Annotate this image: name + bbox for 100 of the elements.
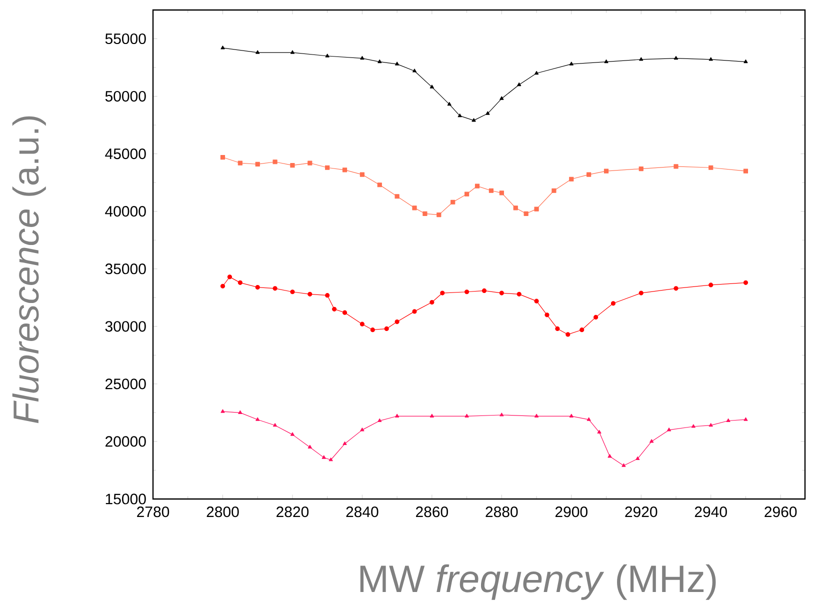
point: [597, 430, 602, 434]
point: [586, 172, 592, 177]
point: [500, 96, 504, 100]
point: [743, 168, 748, 174]
point: [272, 286, 278, 291]
point: [436, 212, 442, 218]
point: [220, 284, 226, 288]
x-tick-label: 2880: [486, 506, 518, 518]
y-axis-title: Fluorescence (a.u.): [12, 116, 46, 424]
point: [290, 432, 294, 436]
point: [227, 274, 232, 280]
point: [308, 160, 312, 166]
point: [464, 192, 470, 196]
point: [674, 286, 678, 291]
point: [534, 414, 539, 418]
x-tick-label: 2780: [137, 506, 170, 518]
point: [744, 417, 748, 421]
point: [322, 455, 326, 459]
point: [499, 290, 504, 296]
point: [238, 160, 242, 166]
y-tick-label: 25000: [106, 378, 146, 390]
point: [604, 59, 608, 64]
x-tick-label: 2940: [694, 506, 727, 518]
point: [360, 428, 364, 432]
point: [360, 56, 364, 60]
point: [450, 200, 456, 204]
point: [691, 424, 696, 428]
point: [674, 164, 678, 169]
point: [394, 194, 400, 199]
point: [534, 206, 539, 212]
point: [569, 62, 574, 66]
y-tick-label: 55000: [105, 33, 146, 44]
point: [384, 326, 389, 331]
point: [726, 418, 730, 422]
point: [325, 54, 330, 58]
point: [516, 292, 522, 296]
point: [430, 414, 434, 418]
point: [370, 328, 375, 332]
point: [555, 326, 560, 331]
point: [650, 439, 654, 443]
point: [290, 50, 294, 54]
x-tick-label: 2820: [276, 506, 309, 518]
point: [412, 206, 417, 210]
point: [412, 68, 417, 72]
point: [272, 160, 278, 164]
point: [566, 332, 570, 337]
point: [743, 280, 748, 285]
point: [464, 414, 469, 418]
point: [394, 319, 400, 324]
y-tick-label: 15000: [106, 494, 146, 504]
point: [486, 111, 490, 115]
point: [534, 298, 539, 304]
point: [412, 309, 417, 314]
point: [422, 211, 428, 216]
point: [544, 312, 550, 318]
point: [290, 290, 295, 294]
point: [638, 166, 644, 172]
point: [580, 328, 584, 332]
point: [569, 176, 574, 182]
point: [744, 59, 748, 64]
y-tick-label: 40000: [105, 206, 146, 217]
point: [440, 290, 445, 296]
point: [220, 46, 225, 50]
point: [636, 456, 640, 460]
point: [513, 206, 518, 210]
point: [608, 454, 612, 458]
point: [708, 282, 714, 288]
point: [674, 56, 678, 60]
point: [342, 441, 347, 446]
point: [639, 57, 644, 61]
point: [342, 168, 348, 172]
point: [255, 284, 260, 290]
y-tick-label: 45000: [105, 148, 146, 160]
point: [708, 57, 713, 61]
point: [360, 322, 364, 326]
point: [569, 414, 574, 418]
point: [524, 211, 528, 216]
point: [499, 190, 504, 196]
point: [517, 82, 522, 86]
x-tick-label: 2900: [555, 506, 588, 518]
point: [238, 280, 242, 285]
x-tick-label: 2960: [764, 506, 797, 518]
point: [325, 165, 330, 170]
point: [360, 172, 364, 177]
point: [308, 444, 312, 449]
point: [325, 293, 330, 298]
point: [256, 417, 260, 421]
point: [395, 62, 400, 66]
point: [622, 463, 626, 467]
point: [290, 163, 295, 168]
point: [378, 418, 382, 422]
point: [220, 409, 225, 413]
point: [500, 412, 504, 416]
point: [472, 118, 476, 122]
y-tick-label: 50000: [105, 90, 146, 102]
point: [586, 417, 591, 421]
point: [395, 414, 400, 418]
point: [273, 423, 278, 427]
point: [238, 410, 242, 414]
point: [552, 188, 556, 193]
